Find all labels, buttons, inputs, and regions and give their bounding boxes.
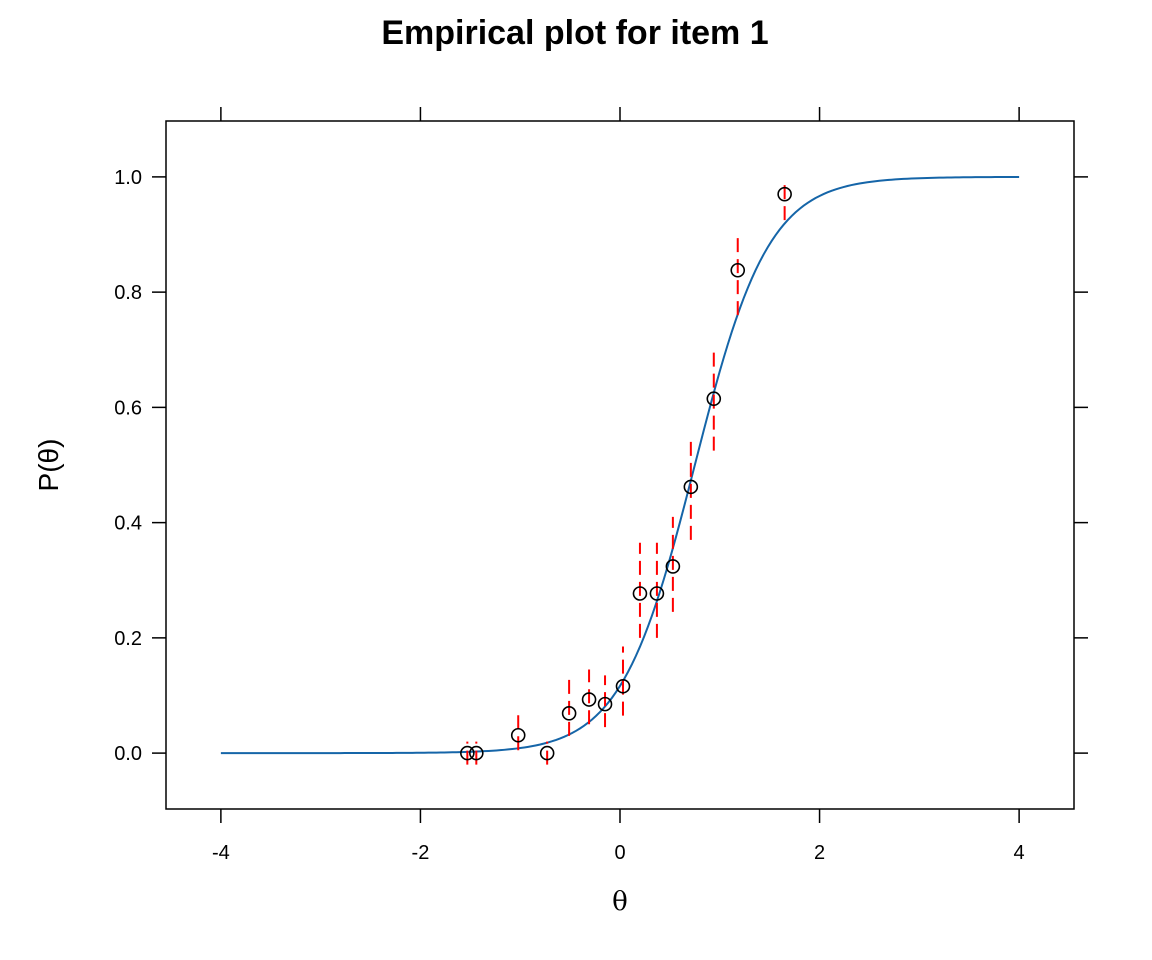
axis-ticks: -4 -2 0 2 4 0.0 0.2 0.4 0.6 0.8 1.0 <box>114 107 1088 864</box>
x-tick-label: 0 <box>614 842 625 864</box>
y-tick-label: 0.0 <box>114 743 142 765</box>
error-bars <box>466 179 786 765</box>
data-points <box>460 186 792 761</box>
data-point <box>683 479 699 495</box>
fitted-curve <box>220 175 1020 755</box>
data-point <box>460 745 475 761</box>
data-point <box>632 586 648 601</box>
data-point <box>581 692 597 707</box>
fitted-curve-layer <box>220 175 1020 755</box>
data-point <box>615 678 631 694</box>
y-tick-label: 0.6 <box>114 397 142 419</box>
data-point <box>649 586 665 601</box>
x-tick-label: -4 <box>212 842 230 864</box>
data-point <box>665 559 681 574</box>
data-point <box>777 186 792 202</box>
chart-title: Empirical plot for item 1 <box>381 14 768 52</box>
data-point <box>730 262 746 278</box>
x-tick-label: 4 <box>1014 842 1025 864</box>
y-tick-label: 0.4 <box>114 513 142 535</box>
data-point <box>561 706 577 721</box>
data-point <box>510 727 526 743</box>
y-tick-label: 0.8 <box>114 282 142 304</box>
data-point <box>597 696 613 712</box>
data-point <box>469 745 484 761</box>
y-tick-label: 1.0 <box>114 167 142 189</box>
x-tick-label: -2 <box>412 842 430 864</box>
data-point <box>706 391 722 407</box>
plot-frame <box>165 120 1075 810</box>
y-tick-label: 0.2 <box>114 628 142 650</box>
x-axis-label: θ <box>612 887 628 917</box>
x-tick-label: 2 <box>814 842 825 864</box>
y-axis-label: P(θ) <box>33 439 64 492</box>
data-point <box>539 745 555 761</box>
